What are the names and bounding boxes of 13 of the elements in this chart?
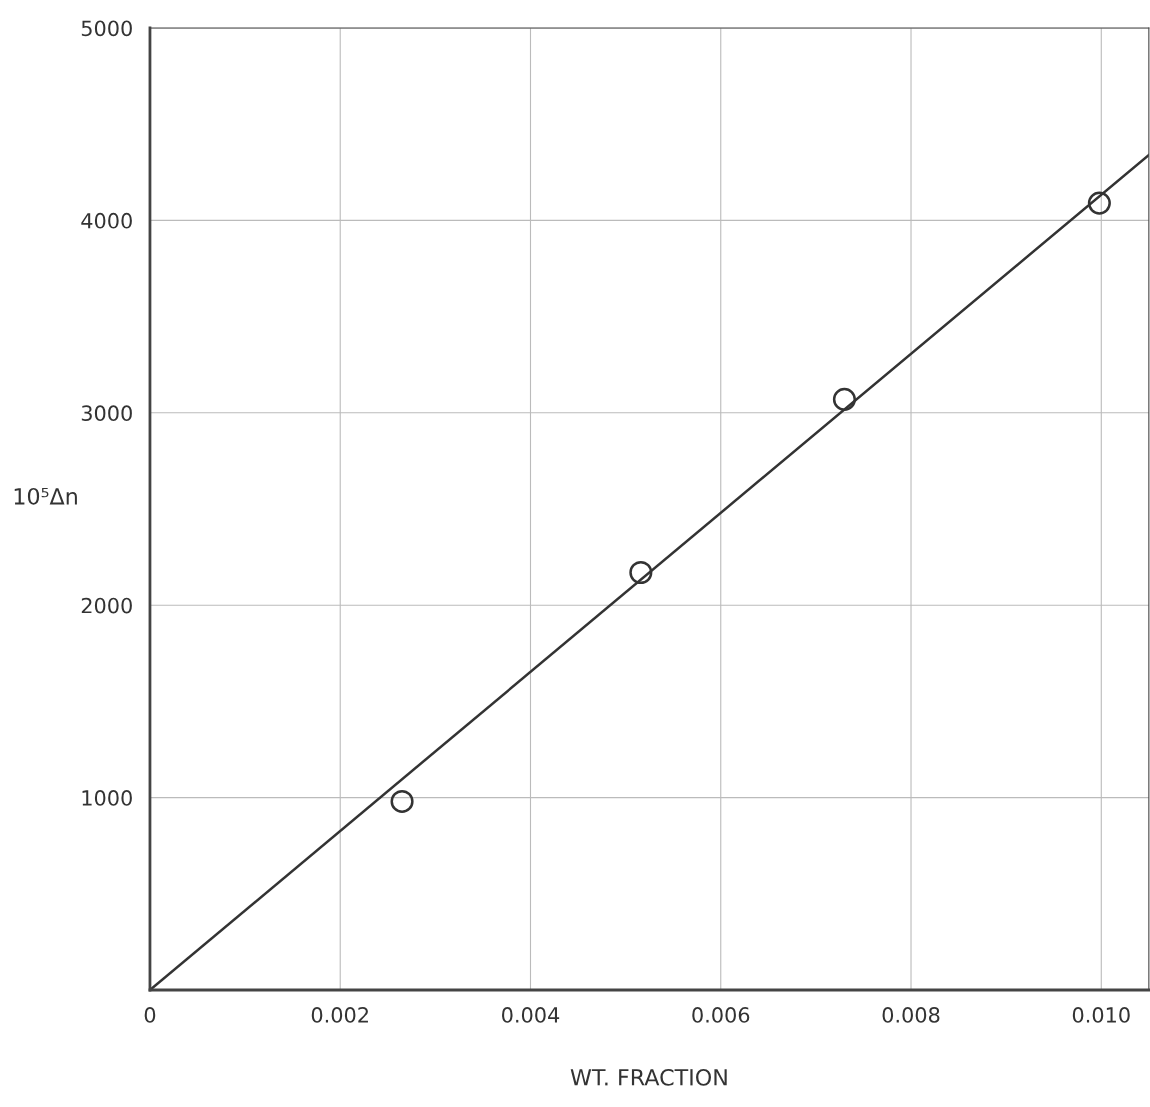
y-tick-label: 4000 bbox=[81, 212, 132, 229]
x-tick-label: 0.002 bbox=[311, 1007, 368, 1023]
y-tick-label: 5000 bbox=[81, 20, 132, 37]
y-axis-title: 10⁵Δn bbox=[14, 487, 77, 505]
x-axis-title: WT. FRACTION bbox=[570, 1068, 727, 1086]
y-tick-label: 3000 bbox=[81, 405, 132, 422]
x-tick-label: 0.010 bbox=[1072, 1007, 1130, 1023]
x-tick-label: 0.008 bbox=[882, 1007, 940, 1023]
x-tick-label: 0.006 bbox=[692, 1007, 750, 1023]
x-tick-label: 0 bbox=[144, 1007, 156, 1023]
x-tick-label: 0.004 bbox=[502, 1007, 560, 1023]
y-tick-label: 2000 bbox=[81, 597, 132, 614]
y-tick-label: 1000 bbox=[82, 790, 132, 806]
